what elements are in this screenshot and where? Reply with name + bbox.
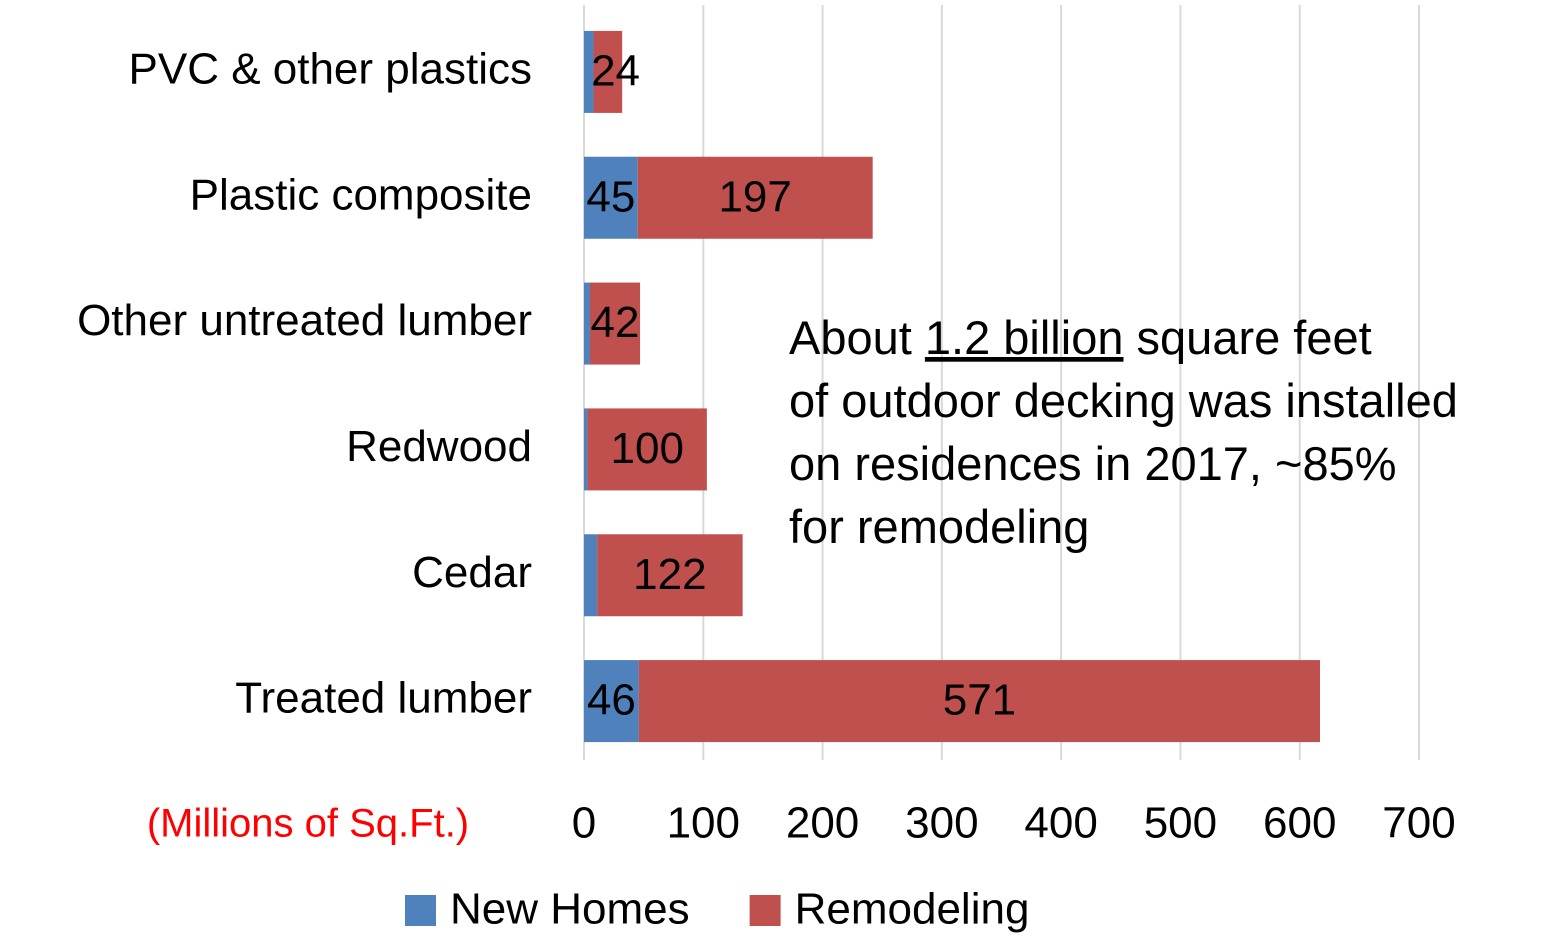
- data-label: 45: [586, 172, 635, 221]
- bar-segment: [597, 534, 743, 617]
- data-label: 122: [633, 550, 706, 599]
- y-tick-label: Treated lumber: [235, 674, 532, 723]
- data-label: 100: [611, 424, 684, 473]
- bar-segment: [584, 282, 590, 365]
- x-axis-label: (Millions of Sq.Ft.): [147, 802, 469, 846]
- data-label: 197: [718, 172, 791, 221]
- bar-segment: [584, 408, 588, 491]
- bar-segment: [584, 534, 598, 617]
- legend-swatch: [749, 895, 781, 926]
- bar-segment: [584, 156, 638, 239]
- annotation: on residences in 2017, ~85%: [789, 437, 1397, 490]
- bar-segment: [584, 30, 594, 113]
- x-tick-label: 400: [1024, 799, 1097, 848]
- legend-label: New Homes: [450, 885, 690, 934]
- x-tick-label: 300: [905, 799, 978, 848]
- x-tick-label: 700: [1382, 799, 1455, 848]
- annotation-part: square feet: [1123, 311, 1371, 364]
- data-label: 42: [591, 298, 640, 347]
- x-tick-label: 100: [667, 799, 740, 848]
- annotation: for remodeling: [789, 500, 1089, 553]
- y-tick-label: Other untreated lumber: [77, 296, 532, 345]
- legend-label: Remodeling: [795, 885, 1030, 934]
- annotation-part: of outdoor decking was installed: [789, 374, 1458, 427]
- annotation: About 1.2 billion square feet: [789, 311, 1372, 364]
- x-tick-label: 500: [1144, 799, 1217, 848]
- bar-segment: [589, 282, 641, 365]
- annotation-part: for remodeling: [789, 500, 1089, 553]
- bar-segment: [593, 30, 623, 113]
- data-label: 571: [943, 676, 1016, 725]
- data-label: 24: [591, 47, 640, 96]
- bar-segment: [584, 660, 639, 743]
- y-tick-label: PVC & other plastics: [129, 45, 533, 94]
- x-tick-label: 600: [1263, 799, 1336, 848]
- x-tick-label: 200: [786, 799, 859, 848]
- data-label: 46: [587, 676, 636, 725]
- y-tick-label: Redwood: [346, 422, 532, 471]
- y-tick-label: Plastic composite: [190, 170, 532, 219]
- bar-segment: [638, 660, 1320, 743]
- x-tick-label: 0: [572, 799, 596, 848]
- bar-segment: [587, 408, 707, 491]
- legend-swatch: [405, 895, 436, 926]
- annotation-part: About: [789, 311, 925, 364]
- y-tick-label: Cedar: [412, 548, 532, 597]
- annotation-part: 1.2 billion: [925, 311, 1124, 364]
- annotation: of outdoor decking was installed: [789, 374, 1458, 427]
- annotation-part: on residences in 2017, ~85%: [789, 437, 1397, 490]
- bar-segment: [637, 156, 873, 239]
